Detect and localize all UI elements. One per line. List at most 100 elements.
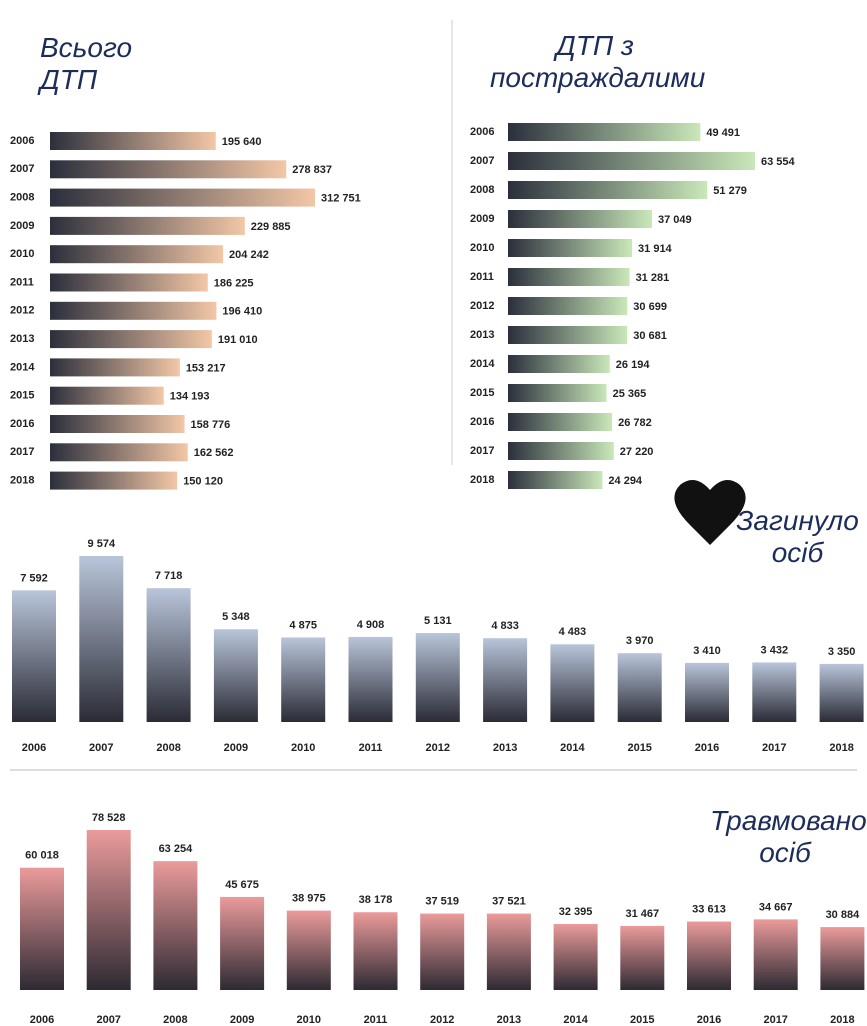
value-label: 31 914 xyxy=(638,243,673,255)
value-label: 3 410 xyxy=(693,645,721,657)
bar xyxy=(508,384,607,402)
bar xyxy=(508,326,628,344)
heart-icon xyxy=(674,480,746,545)
category-label: 2008 xyxy=(10,192,34,204)
bar xyxy=(50,132,216,150)
category-label: 2008 xyxy=(163,1014,187,1026)
bar xyxy=(508,471,603,489)
category-label: 2015 xyxy=(627,742,651,754)
category-label: 2014 xyxy=(470,358,495,370)
chart-title: Загинуло осіб xyxy=(736,505,859,568)
value-label: 31 281 xyxy=(636,272,670,284)
value-label: 312 751 xyxy=(321,193,361,205)
category-label: 2006 xyxy=(30,1014,54,1026)
chart-title: Травмовано осіб xyxy=(710,805,867,868)
bar xyxy=(348,636,393,722)
bar xyxy=(508,239,633,257)
bar xyxy=(50,301,217,320)
bar xyxy=(553,923,598,990)
category-label: 2018 xyxy=(829,742,853,754)
value-label: 24 294 xyxy=(608,475,643,487)
bar xyxy=(819,663,864,722)
bar xyxy=(286,910,331,990)
bar xyxy=(508,355,610,373)
bar xyxy=(687,921,731,990)
category-label: 2006 xyxy=(22,742,46,754)
value-label: 30 699 xyxy=(633,301,667,313)
value-label: 31 467 xyxy=(625,908,659,920)
value-label: 49 491 xyxy=(706,127,740,139)
value-label: 5 348 xyxy=(222,611,250,623)
category-label: 2018 xyxy=(830,1014,854,1026)
category-label: 2007 xyxy=(470,155,494,167)
value-label: 229 885 xyxy=(251,221,291,233)
category-label: 2012 xyxy=(10,305,34,317)
category-label: 2014 xyxy=(563,1014,588,1026)
category-label: 2015 xyxy=(470,387,494,399)
bar xyxy=(483,638,528,722)
value-label: 78 528 xyxy=(92,812,126,824)
value-label: 27 220 xyxy=(620,446,654,458)
value-label: 4 483 xyxy=(559,626,587,638)
bar xyxy=(508,268,630,286)
category-label: 2007 xyxy=(10,163,34,175)
value-label: 134 193 xyxy=(170,391,210,403)
bar xyxy=(550,644,595,722)
chart-title: Всього ДТП xyxy=(40,32,133,95)
category-label: 2017 xyxy=(763,1014,787,1026)
bar xyxy=(50,415,185,433)
bar xyxy=(820,927,865,990)
bar xyxy=(617,653,662,722)
value-label: 34 667 xyxy=(759,901,793,913)
value-label: 158 776 xyxy=(191,419,231,431)
value-label: 37 521 xyxy=(492,895,526,907)
bar xyxy=(50,358,180,377)
value-label: 186 225 xyxy=(214,277,254,289)
bar xyxy=(508,181,708,199)
value-label: 30 681 xyxy=(633,330,667,342)
category-label: 2008 xyxy=(156,742,180,754)
category-label: 2011 xyxy=(359,742,383,754)
bar xyxy=(508,210,652,228)
category-label: 2009 xyxy=(470,213,494,225)
value-label: 33 613 xyxy=(692,903,726,915)
bar xyxy=(50,330,212,349)
value-label: 38 178 xyxy=(359,894,393,906)
category-label: 2009 xyxy=(230,1014,254,1026)
bar xyxy=(508,123,701,141)
category-label: 2008 xyxy=(470,184,494,196)
category-label: 2016 xyxy=(470,416,494,428)
value-label: 26 194 xyxy=(616,359,651,371)
value-label: 32 395 xyxy=(559,906,593,918)
category-label: 2013 xyxy=(493,742,517,754)
value-label: 5 131 xyxy=(424,615,452,627)
category-label: 2015 xyxy=(630,1014,654,1026)
category-label: 2009 xyxy=(10,220,34,232)
category-label: 2012 xyxy=(426,742,450,754)
value-label: 60 018 xyxy=(25,850,59,862)
value-label: 7 718 xyxy=(155,570,183,582)
value-label: 30 884 xyxy=(826,909,861,921)
value-label: 37 519 xyxy=(425,895,459,907)
bar xyxy=(508,297,628,315)
category-label: 2010 xyxy=(291,742,315,754)
bar xyxy=(220,896,265,990)
category-label: 2011 xyxy=(364,1014,388,1026)
bar xyxy=(79,556,124,722)
value-label: 4 875 xyxy=(289,619,317,631)
bar xyxy=(213,629,258,722)
value-label: 195 640 xyxy=(222,136,262,148)
category-label: 2011 xyxy=(470,271,494,283)
value-label: 3 432 xyxy=(761,644,789,656)
category-label: 2010 xyxy=(10,248,34,260)
category-label: 2006 xyxy=(10,135,34,147)
bar xyxy=(281,637,326,722)
bar xyxy=(50,160,287,179)
category-label: 2017 xyxy=(470,445,494,457)
value-label: 4 833 xyxy=(491,620,519,632)
category-label: 2015 xyxy=(10,390,34,402)
category-label: 2007 xyxy=(96,1014,120,1026)
value-label: 162 562 xyxy=(194,447,234,459)
bar xyxy=(153,861,198,990)
category-label: 2006 xyxy=(470,126,494,138)
